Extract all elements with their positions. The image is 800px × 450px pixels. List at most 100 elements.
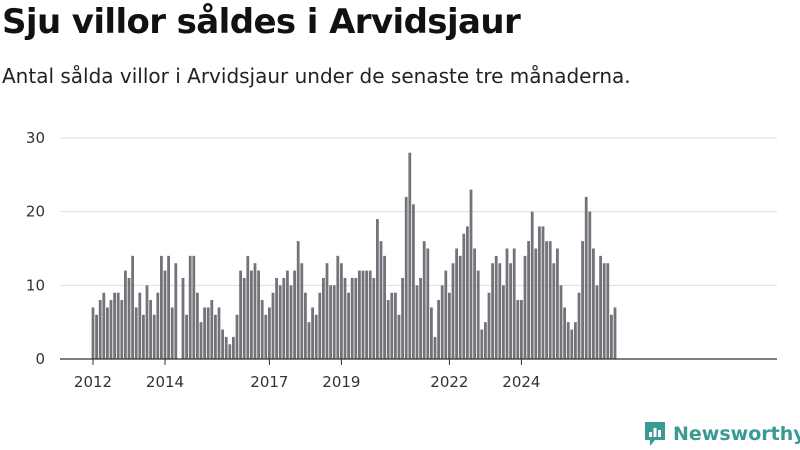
bar <box>361 270 365 359</box>
bar <box>322 277 325 359</box>
bar <box>491 263 494 359</box>
bar <box>134 307 138 359</box>
bar <box>329 285 332 359</box>
bar <box>437 300 440 359</box>
y-tick-label: 10 <box>26 276 45 294</box>
bar <box>588 211 592 359</box>
bar <box>476 270 480 359</box>
bar <box>149 300 152 359</box>
bar <box>397 314 401 359</box>
bar <box>347 292 350 359</box>
bar <box>196 292 199 359</box>
bar <box>444 270 448 359</box>
x-tick-label: 2012 <box>74 373 112 391</box>
bar <box>430 307 433 359</box>
x-tick-label: 2019 <box>322 373 360 391</box>
newsworthy-logo-text: Newsworthy <box>673 423 800 445</box>
bar <box>206 307 210 359</box>
bar <box>458 255 462 359</box>
bar <box>412 204 415 359</box>
bar <box>170 307 174 359</box>
bar <box>160 255 163 359</box>
bar <box>296 241 300 359</box>
bar <box>570 329 574 359</box>
bar <box>419 277 422 359</box>
bar <box>426 248 430 359</box>
bar <box>379 241 383 359</box>
bar <box>610 314 613 359</box>
bar <box>602 263 606 359</box>
bar <box>613 307 617 359</box>
bar <box>415 285 419 359</box>
grid-lines <box>60 137 777 286</box>
bar <box>95 314 98 359</box>
bar <box>372 277 376 359</box>
bar <box>559 285 563 359</box>
bar <box>451 263 455 359</box>
bar <box>289 285 293 359</box>
bar <box>271 292 275 359</box>
bar <box>404 196 408 359</box>
bar <box>282 277 286 359</box>
bar <box>264 314 268 359</box>
x-tick-label: 2017 <box>250 373 288 391</box>
bar <box>538 226 541 359</box>
bar <box>336 255 340 359</box>
bar <box>239 270 242 359</box>
bar <box>487 292 491 359</box>
bar <box>232 336 235 359</box>
bar <box>520 300 523 359</box>
bar <box>253 263 257 359</box>
y-tick-label: 30 <box>26 129 45 147</box>
bar <box>350 277 354 359</box>
bar <box>383 255 386 359</box>
bar <box>574 322 577 359</box>
bar <box>102 292 106 359</box>
bar <box>448 292 451 359</box>
bar <box>466 226 469 359</box>
bar <box>91 307 95 359</box>
bar <box>462 233 466 359</box>
bar <box>606 263 610 359</box>
highlight-data-label: 7 <box>614 0 624 4</box>
bar <box>552 263 556 359</box>
bar <box>408 152 412 359</box>
bar <box>98 300 102 359</box>
bar <box>530 211 534 359</box>
bar <box>300 263 304 359</box>
bar <box>224 336 228 359</box>
bar <box>188 255 192 359</box>
bar <box>433 336 437 359</box>
bar <box>307 322 311 359</box>
axes: 0 10 20 30 2012 2014 2017 2019 2022 2024 7 <box>26 0 777 391</box>
bar <box>214 314 217 359</box>
bar <box>523 255 527 359</box>
bars <box>91 152 617 359</box>
bar <box>394 292 397 359</box>
bar <box>577 292 581 359</box>
bar <box>116 292 120 359</box>
bar <box>235 314 239 359</box>
bar <box>221 329 224 359</box>
bar <box>584 196 588 359</box>
bar <box>181 277 185 359</box>
bar <box>390 292 394 359</box>
bar <box>250 270 253 359</box>
bar <box>109 300 113 359</box>
bar <box>217 307 221 359</box>
bar <box>120 300 124 359</box>
bar <box>163 270 167 359</box>
bar <box>376 219 379 359</box>
bar <box>455 248 458 359</box>
bar <box>358 270 361 359</box>
bar <box>131 255 134 359</box>
bar <box>401 277 404 359</box>
bar <box>473 248 476 359</box>
bar <box>127 277 131 359</box>
x-tick-label: 2014 <box>146 373 184 391</box>
bar <box>246 255 250 359</box>
bar <box>185 314 188 359</box>
bar <box>484 322 487 359</box>
bar <box>509 263 512 359</box>
bar <box>199 322 203 359</box>
